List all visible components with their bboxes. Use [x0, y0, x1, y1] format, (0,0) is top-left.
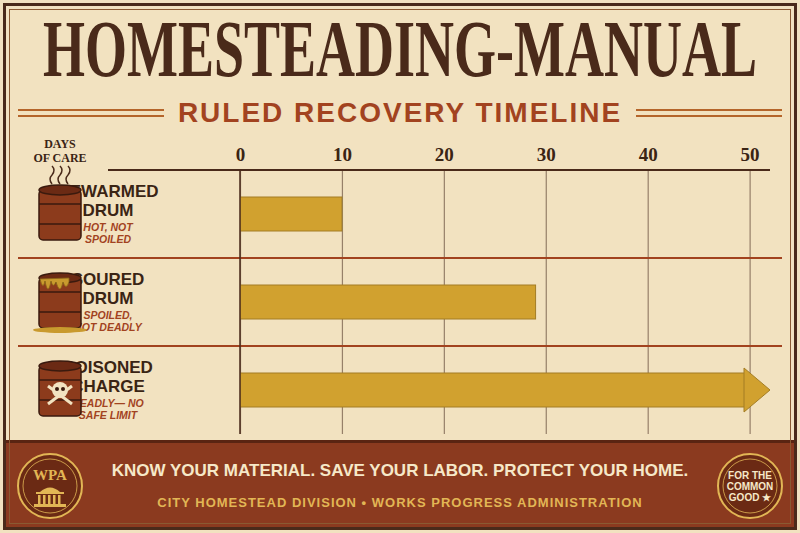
html-text:KNOW YOUR MATERIAL. SAVE YOUR: KNOW YOUR MATERIAL. SAVE YOUR LABOR. PRO… — [111, 461, 689, 480]
svg-text:SOUREDDRUM: SOUREDDRUM — [72, 270, 145, 308]
html-text:HOMESTEADING-MANUAL: HOMESTEADING-MANUAL — [43, 3, 757, 94]
html-text:CHARGE: CHARGE — [71, 377, 145, 396]
html-text:SPOILED,: SPOILED, — [83, 309, 133, 321]
svg-text:DEADLY— NOSAFE LIMIT: DEADLY— NOSAFE LIMIT — [72, 397, 144, 421]
html-text:CITY HOMESTEAD DIVISION • WORK: CITY HOMESTEAD DIVISION • WORKS PROGRESS… — [157, 495, 643, 510]
svg-text:FOR THECOMMONGOOD ★: FOR THECOMMONGOOD ★ — [727, 470, 774, 503]
html-text:DRUM: DRUM — [82, 201, 134, 220]
svg-text:0: 0 — [236, 144, 246, 165]
html-text:RULED RECOVERY TIMELINE: RULED RECOVERY TIMELINE — [177, 97, 623, 128]
svg-text:WPA: WPA — [33, 467, 67, 483]
svg-text:HOT, NOTSPOILED: HOT, NOTSPOILED — [83, 221, 134, 245]
svg-text:DAYSOF CARE: DAYSOF CARE — [33, 137, 86, 165]
svg-text:30: 30 — [537, 144, 556, 165]
svg-text:50: 50 — [741, 144, 760, 165]
svg-text:40: 40 — [639, 144, 658, 165]
html-text:POISONED: POISONED — [63, 358, 153, 377]
svg-text:20: 20 — [435, 144, 454, 165]
html-text:REWARMED: REWARMED — [57, 182, 159, 201]
html-text:NOT DEADLY: NOT DEADLY — [74, 321, 142, 333]
svg-text:10: 10 — [333, 144, 352, 165]
